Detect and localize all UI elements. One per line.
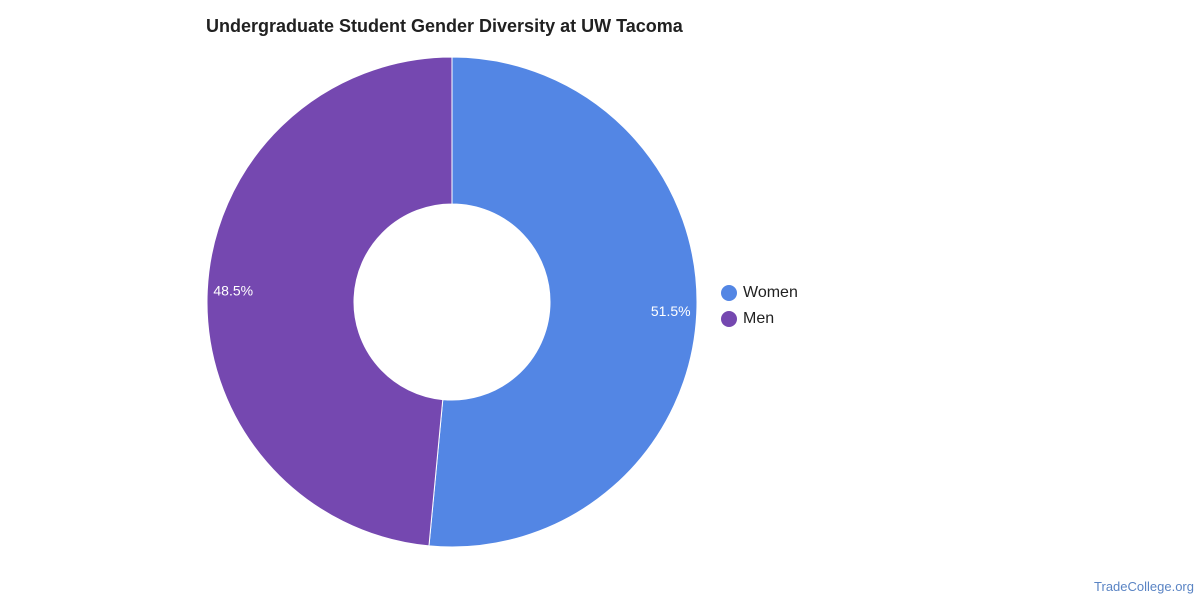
legend-swatch-women bbox=[721, 285, 737, 301]
legend-item-men[interactable]: Men bbox=[721, 306, 798, 332]
slice-label-women: 51.5% bbox=[651, 303, 691, 319]
watermark-link[interactable]: TradeCollege.org bbox=[1094, 579, 1194, 594]
slice-label-men: 48.5% bbox=[213, 282, 253, 298]
chart-title: Undergraduate Student Gender Diversity a… bbox=[206, 16, 683, 36]
legend-item-women[interactable]: Women bbox=[721, 280, 798, 306]
legend: Women Men bbox=[721, 280, 798, 332]
donut-slice-men[interactable] bbox=[206, 56, 453, 547]
legend-swatch-men bbox=[721, 311, 737, 327]
legend-label-women: Women bbox=[743, 284, 798, 301]
legend-label-men: Men bbox=[743, 310, 775, 327]
donut-slices bbox=[206, 56, 698, 548]
donut-slice-women[interactable] bbox=[428, 56, 698, 548]
slice-labels: 51.5% 48.5% bbox=[213, 282, 690, 319]
